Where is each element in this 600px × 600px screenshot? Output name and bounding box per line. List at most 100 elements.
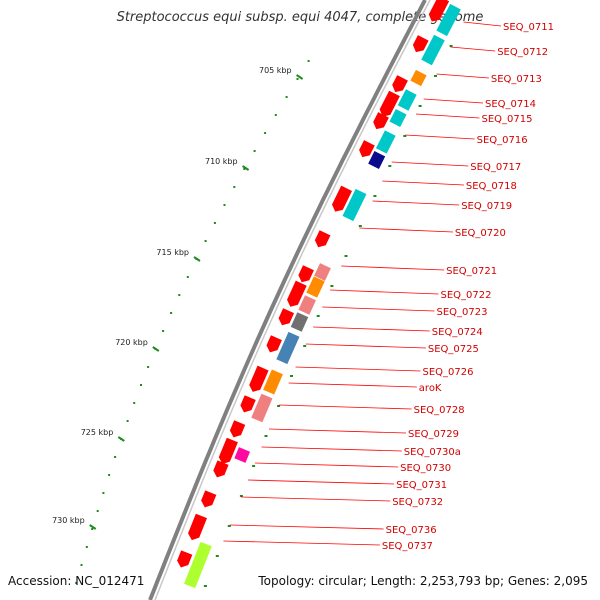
ruler-dot: [195, 258, 198, 260]
cds-arrow-shape: [249, 365, 269, 392]
gene-label: SEQ_0730a: [404, 447, 461, 458]
gene-label: SEQ_0725: [428, 344, 479, 355]
cds-arrow: [373, 112, 389, 130]
ruler-tick-label: 715 kbp: [156, 248, 189, 257]
leader-line: [359, 227, 453, 233]
leader-line: [254, 462, 399, 468]
gene-label: SEQ_0724: [432, 327, 483, 338]
feature-box-shape: [342, 188, 367, 222]
gene-label: SEQ_0716: [477, 135, 528, 146]
gene-label: SEQ_0722: [441, 290, 492, 301]
leader-line: [247, 479, 395, 485]
leader-line: [305, 343, 426, 349]
leader-line: [391, 161, 469, 167]
feature-box: [290, 312, 309, 332]
cds-arrow: [213, 460, 229, 478]
leader-line: [322, 306, 435, 312]
gc-tick: [373, 195, 377, 197]
ruler-dot: [213, 222, 216, 224]
ruler-dot: [223, 204, 226, 206]
cds-arrow-shape: [177, 550, 193, 568]
gc-tick: [418, 105, 422, 107]
gene-label: SEQ_0726: [423, 367, 474, 378]
cds-arrow: [218, 437, 238, 465]
gc-tick: [290, 375, 293, 377]
gene-label: SEQ_0717: [470, 162, 521, 173]
gene-label: SEQ_0729: [408, 429, 459, 440]
ruler-dot: [120, 438, 123, 440]
ruler-dot: [114, 456, 117, 458]
ruler-tick: [89, 524, 97, 530]
feature-box: [375, 130, 396, 154]
backbone-inner: [154, 0, 431, 600]
feature-box: [421, 34, 445, 66]
leader-line: [415, 113, 480, 119]
gene-label: SEQ_0737: [382, 541, 433, 552]
gc-tick: [215, 555, 219, 557]
gene-label: SEQ_0715: [482, 114, 533, 125]
cds-arrow: [229, 420, 246, 438]
gene-label: SEQ_0719: [461, 201, 512, 212]
ruler-dot: [133, 402, 136, 404]
cds-arrow: [240, 395, 256, 413]
label-leader-lines: [223, 21, 502, 546]
leader-line: [341, 265, 445, 271]
gc-tick: [344, 255, 348, 257]
feature-box-shape: [234, 447, 251, 463]
gc-tick: [403, 135, 407, 137]
gene-label: SEQ_0713: [491, 74, 542, 85]
gc-tick: [252, 465, 256, 467]
feature-box-shape: [421, 34, 445, 66]
feature-box: [397, 89, 417, 111]
feature-box-shape: [184, 541, 212, 589]
feature-box-shape: [368, 151, 386, 169]
ruler-dot: [274, 114, 277, 116]
ruler-dot: [296, 78, 299, 80]
feature-box: [234, 447, 251, 463]
genome-backbone: [148, 0, 431, 600]
ruler-dot: [307, 60, 310, 62]
leader-line: [330, 289, 439, 295]
leader-line: [405, 134, 475, 140]
cds-arrow: [266, 335, 282, 353]
gc-tick: [277, 405, 281, 407]
leader-line: [240, 496, 391, 502]
gc-tick: [388, 165, 392, 167]
feature-box: [306, 276, 325, 298]
leader-line: [268, 428, 407, 434]
cds-arrow-shape: [218, 437, 238, 465]
ruler-tick-label: 705 kbp: [259, 66, 292, 75]
feature-box: [342, 188, 367, 222]
ruler-dot: [154, 348, 157, 350]
ruler-dot: [170, 312, 173, 314]
feature-box: [298, 295, 316, 315]
feature-box: [251, 393, 273, 423]
gene-label: SEQ_0720: [455, 228, 506, 239]
cds-arrow: [298, 265, 314, 283]
cds-arrow: [331, 185, 353, 212]
ruler-dot: [186, 276, 189, 278]
cds-arrow-shape: [428, 0, 450, 22]
cds-arrow-shape: [213, 460, 229, 478]
gc-tick: [434, 75, 437, 77]
cds-arrow: [249, 365, 269, 392]
cds-arrow-shape: [266, 335, 282, 353]
feature-box-shape: [410, 69, 427, 87]
gene-label: SEQ_0714: [485, 99, 536, 110]
gene-label: SEQ_0711: [503, 22, 554, 33]
cds-arrow-shape: [331, 185, 353, 212]
cds-arrow-shape: [240, 395, 256, 413]
ruler-dot: [91, 528, 94, 530]
feature-box-shape: [436, 3, 461, 37]
leader-line: [288, 382, 417, 388]
gc-tick: [303, 345, 307, 347]
gene-labels: SEQ_0711 SEQ_0712 SEQ_0713 SEQ_0714 SEQ_0715…: [382, 22, 554, 552]
ruler-dot: [75, 582, 78, 584]
leader-line: [436, 73, 489, 79]
ruler-dot: [126, 420, 129, 422]
cds-arrow: [428, 0, 450, 22]
gene-label: SEQ_0731: [396, 480, 447, 491]
feature-box: [368, 151, 386, 169]
leader-line: [463, 21, 502, 27]
cds-arrow: [287, 280, 307, 307]
